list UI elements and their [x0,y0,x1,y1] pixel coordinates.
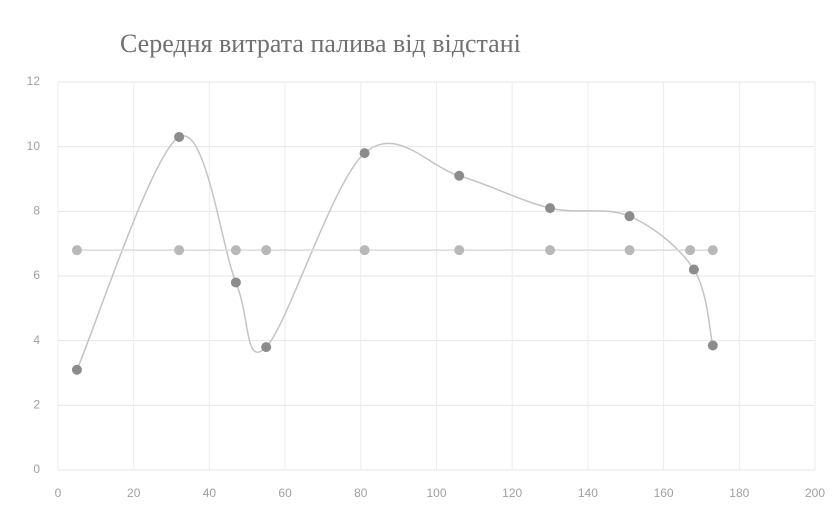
data-point [174,131,185,142]
data-point [624,211,635,222]
data-point [454,170,465,181]
x-tick-label: 140 [578,486,598,500]
x-tick-label: 160 [654,486,674,500]
y-tick-label: 6 [33,268,40,282]
data-point [230,277,241,288]
data-point [685,245,696,256]
chart-title: Середня витрата палива від відстані [120,29,521,58]
data-point [261,342,272,353]
data-point [71,364,82,375]
x-tick-label: 0 [55,486,62,500]
data-point [174,245,185,256]
data-point [230,245,241,256]
data-point [71,245,82,256]
data-point [707,245,718,256]
y-tick-label: 8 [33,204,40,218]
data-point [359,148,370,159]
data-point [454,245,465,256]
data-point [545,203,556,214]
x-tick-label: 20 [127,486,141,500]
y-tick-label: 0 [33,462,40,476]
x-tick-label: 180 [729,486,749,500]
data-point [624,245,635,256]
y-tick-label: 10 [27,139,41,153]
x-tick-label: 80 [354,486,368,500]
data-point [261,245,272,256]
x-tick-label: 60 [278,486,292,500]
series-line [76,135,714,371]
x-tick-label: 40 [203,486,217,500]
data-point [359,245,370,256]
x-tick-label: 200 [805,486,825,500]
y-tick-label: 2 [33,398,40,412]
y-tick-label: 4 [33,333,40,347]
y-tick-label: 12 [27,74,41,88]
data-point [707,340,718,351]
x-tick-label: 100 [426,486,446,500]
x-tick-label: 120 [502,486,522,500]
data-point [688,264,699,275]
data-point [545,245,556,256]
